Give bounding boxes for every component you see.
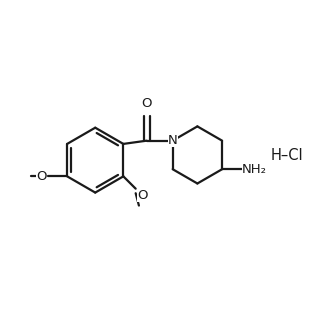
Text: H–Cl: H–Cl: [270, 148, 303, 163]
Text: NH₂: NH₂: [242, 163, 267, 176]
Text: O: O: [137, 189, 148, 202]
Text: N: N: [168, 134, 178, 147]
Text: O: O: [142, 97, 152, 110]
Text: N: N: [168, 134, 178, 147]
Text: O: O: [36, 170, 47, 183]
